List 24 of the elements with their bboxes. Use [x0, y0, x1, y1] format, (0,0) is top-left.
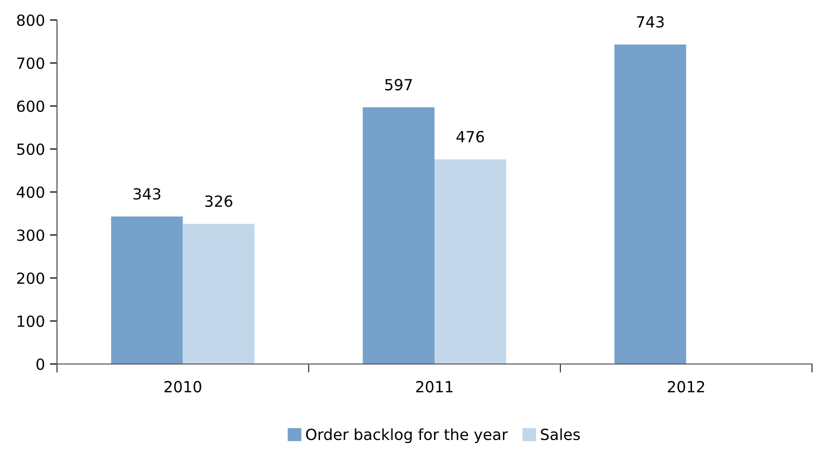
y-tick-label: 700	[17, 57, 44, 70]
bar	[434, 159, 506, 364]
y-tick-label: 300	[17, 229, 44, 242]
data-label: 326	[205, 195, 232, 207]
legend-label: Sales	[540, 428, 580, 440]
data-label: 343	[134, 188, 160, 200]
y-tick-label: 200	[17, 272, 44, 284]
y-tick-label: 800	[17, 14, 44, 26]
bar	[614, 44, 686, 364]
data-label: 476	[456, 130, 484, 142]
y-tick-label: 100	[18, 315, 44, 328]
legend-label: Order backlog for the year	[306, 428, 508, 444]
x-tick-label: 2012	[668, 380, 704, 392]
x-tick-label: 2010	[164, 380, 202, 392]
bar	[362, 107, 434, 364]
y-tick-label: 0	[36, 358, 44, 370]
x-tick-label: 2011	[416, 380, 453, 392]
y-tick-label: 600	[17, 100, 44, 112]
y-tick-label: 500	[17, 143, 44, 156]
bar	[111, 216, 183, 364]
data-label: 743	[636, 16, 664, 28]
bar	[182, 224, 255, 364]
y-tick-label: 400	[16, 186, 44, 198]
data-label: 597	[385, 78, 412, 90]
